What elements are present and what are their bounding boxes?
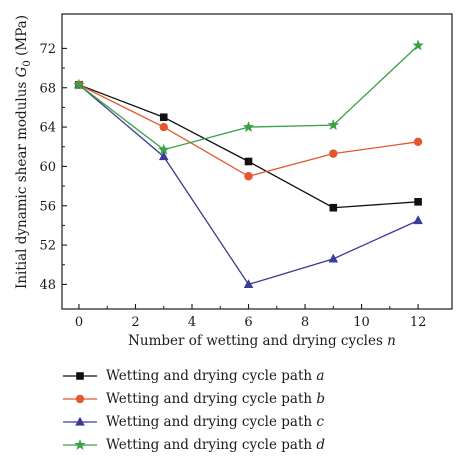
series-line-c xyxy=(78,84,419,286)
legend-label-a: Wetting and drying cycle path a xyxy=(106,368,324,384)
series-line-a xyxy=(78,84,419,209)
legend-marker-c xyxy=(75,416,85,426)
legend-label-a-tag: a xyxy=(316,367,325,384)
x-tick-label: 12 xyxy=(410,315,427,330)
axis-labels: Number of wetting and drying cycles n In… xyxy=(14,15,396,349)
legend-label-c-text: Wetting and drying cycle path xyxy=(106,413,317,430)
legend-label-a-text: Wetting and drying cycle path xyxy=(106,367,317,384)
legend-item-b: Wetting and drying cycle path b xyxy=(62,387,462,410)
x-axis-title-text: Number of wetting and drying cycles xyxy=(128,333,387,349)
legend-marker-b xyxy=(75,394,85,403)
x-tick-label: 6 xyxy=(244,315,252,330)
y-tick-label: 60 xyxy=(39,160,56,175)
series-c xyxy=(74,79,423,289)
data-point-a xyxy=(329,203,338,212)
x-tick-label: 8 xyxy=(301,315,309,330)
data-point-b xyxy=(244,172,253,181)
data-point-d xyxy=(73,78,85,90)
series-b xyxy=(74,80,423,181)
data-point-b xyxy=(413,137,423,147)
legend-label-b-text: Wetting and drying cycle path xyxy=(106,390,317,407)
data-point-c xyxy=(243,279,254,289)
legend-label-c: Wetting and drying cycle path c xyxy=(106,414,324,430)
plot-frame xyxy=(61,13,453,310)
legend-label-d-text: Wetting and drying cycle path xyxy=(106,436,317,453)
x-tick-label: 10 xyxy=(353,315,370,330)
data-point-d xyxy=(158,143,170,155)
y-axis-title-var: G xyxy=(14,66,30,77)
legend-item-c: Wetting and drying cycle path c xyxy=(62,410,462,433)
y-tick-label: 56 xyxy=(39,199,56,214)
legend-label-d: Wetting and drying cycle path d xyxy=(106,437,325,453)
data-point-c xyxy=(328,253,339,263)
legend-item-d: Wetting and drying cycle path d xyxy=(62,433,462,456)
data-point-d xyxy=(242,121,255,132)
legend-item-a: Wetting and drying cycle path a xyxy=(62,364,462,387)
series-line-d xyxy=(78,44,419,151)
y-tick-label: 52 xyxy=(39,239,56,254)
data-point-c xyxy=(158,151,169,161)
y-axis-title: Initial dynamic shear modulus G0 (MPa) xyxy=(14,15,33,289)
legend: Wetting and drying cycle path a Wetting … xyxy=(62,364,462,456)
data-point-c xyxy=(413,215,423,225)
legend-swatch-c xyxy=(63,416,97,426)
x-tick-label: 4 xyxy=(188,315,196,330)
series-d xyxy=(73,39,424,155)
data-point-d xyxy=(412,39,424,51)
y-axis-title-sub: 0 xyxy=(22,60,33,66)
y-tick-label: 68 xyxy=(39,81,56,96)
x-tick-label: 2 xyxy=(131,315,139,330)
legend-label-c-tag: c xyxy=(316,413,324,430)
data-point-a xyxy=(244,157,253,166)
data-point-a xyxy=(414,198,422,206)
legend-label-d-tag: d xyxy=(316,436,326,453)
y-axis-title-unit: (MPa) xyxy=(14,15,30,60)
series-a xyxy=(75,81,422,212)
series-layer xyxy=(73,39,424,289)
y-tick-label: 64 xyxy=(39,121,56,136)
legend-marker-a xyxy=(76,371,84,380)
x-axis-title: Number of wetting and drying cycles n xyxy=(128,333,396,349)
legend-swatch-b xyxy=(63,394,97,403)
data-point-a xyxy=(159,113,168,122)
x-axis-title-var: n xyxy=(387,333,396,349)
y-axis-title-text: Initial dynamic shear modulus xyxy=(14,77,30,289)
y-tick-label: 48 xyxy=(39,278,56,293)
legend-swatch-d xyxy=(63,438,97,450)
data-point-b xyxy=(159,122,168,132)
data-point-d xyxy=(327,119,340,130)
legend-swatch-a xyxy=(63,371,97,380)
y-tick-label: 72 xyxy=(39,42,56,57)
legend-label-b: Wetting and drying cycle path b xyxy=(106,391,325,407)
data-point-b xyxy=(329,149,338,158)
x-tick-label: 0 xyxy=(75,315,83,330)
legend-marker-d xyxy=(74,438,86,450)
legend-label-b-tag: b xyxy=(316,390,326,407)
